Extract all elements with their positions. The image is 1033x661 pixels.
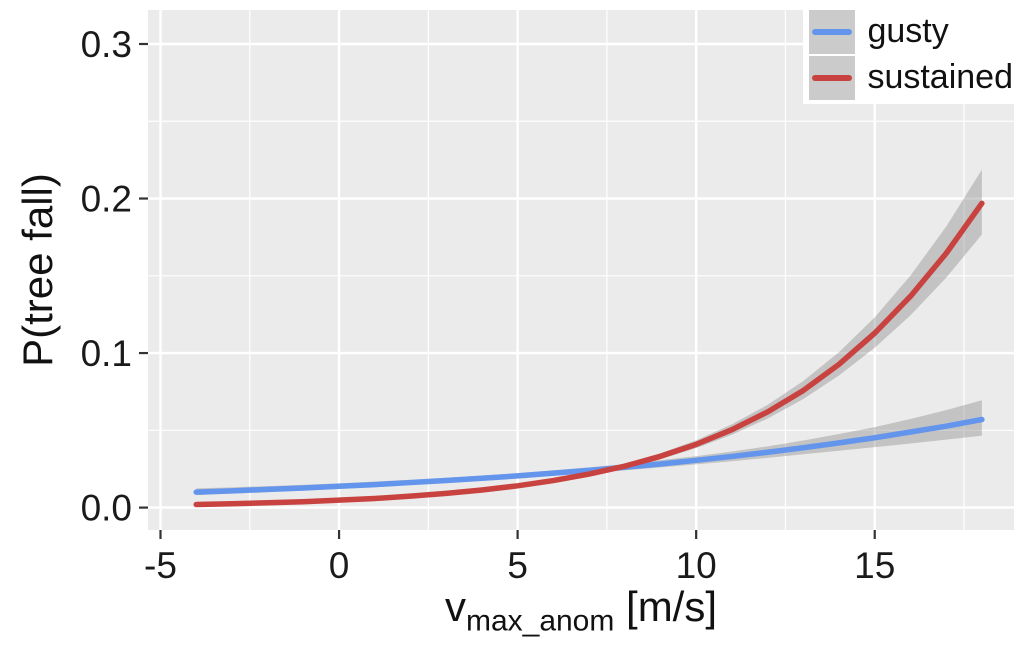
legend-label-sustained: sustained [867, 58, 1013, 97]
y-tick-labels: 0.0 0.1 0.2 0.3 [81, 24, 132, 529]
legend-key-sustained [809, 56, 856, 100]
y-axis-title: P(tree fall) [14, 173, 61, 367]
legend-item-gusty[interactable]: gusty [809, 10, 1013, 54]
gusty-confidence-ribbon [196, 400, 982, 496]
x-tick-label: 5 [507, 545, 528, 586]
y-tick-label: 0.0 [81, 488, 132, 529]
legend-item-sustained[interactable]: sustained [809, 56, 1013, 100]
x-tick-label: -5 [144, 545, 177, 586]
sustained-line-swatch [812, 75, 853, 81]
gusty-line [193, 416, 985, 495]
x-tick-label: 15 [854, 545, 895, 586]
x-tick-labels: -5 0 5 10 15 [144, 545, 895, 586]
sustained-line [193, 200, 985, 508]
legend-key-gusty [809, 10, 856, 54]
minor-gridlines [148, 10, 1014, 530]
y-tick-label: 0.2 [81, 179, 132, 220]
legend-label-gusty: gusty [867, 12, 949, 51]
gusty-line-swatch [812, 29, 853, 35]
x-tick-label: 10 [676, 545, 717, 586]
axis-ticks [139, 42, 876, 539]
y-tick-label: 0.1 [81, 333, 132, 374]
x-axis-title-main: v [444, 583, 466, 630]
x-axis-title: vmax_anom [m/s] [148, 583, 1014, 638]
x-tick-label: 0 [329, 545, 350, 586]
y-tick-label: 0.3 [81, 24, 132, 65]
x-axis-title-unit: [m/s] [614, 583, 718, 630]
x-axis-title-subscript: max_anom [465, 604, 615, 638]
legend: gusty sustained [803, 6, 1019, 104]
major-gridlines [148, 10, 1014, 530]
